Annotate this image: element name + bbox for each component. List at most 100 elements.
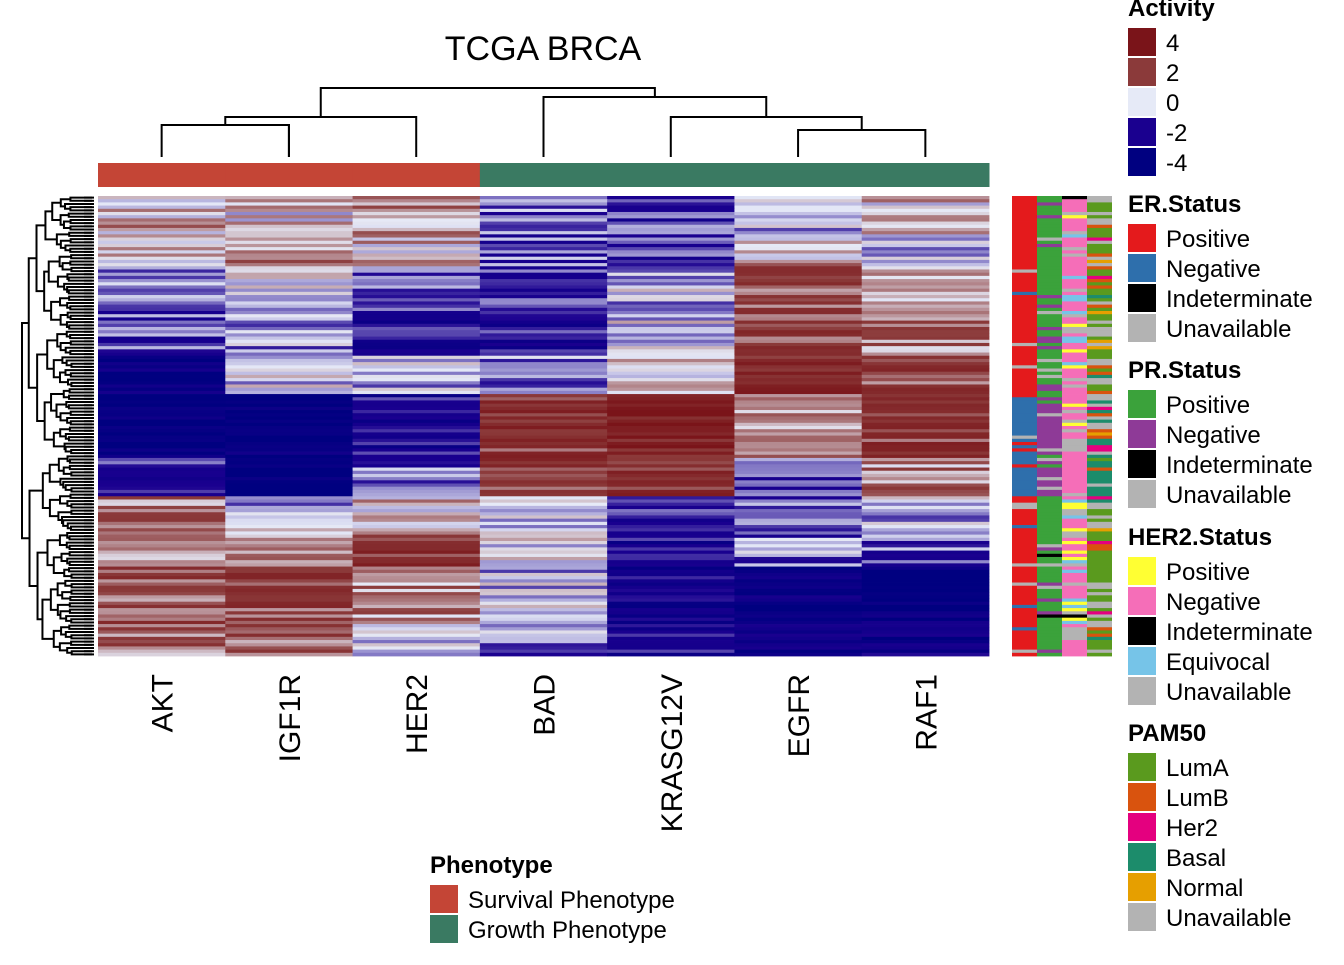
heatmap-cell (734, 295, 863, 299)
row-annotation-cell (1062, 234, 1087, 238)
heatmap-cell (734, 196, 863, 200)
heatmap-cell (352, 218, 481, 222)
heatmap-cell (225, 627, 353, 631)
heatmap-cell (861, 441, 990, 446)
heatmap-cell (98, 259, 226, 264)
heatmap-cell (861, 285, 990, 290)
heatmap-cell (98, 275, 226, 280)
heatmap-cell (98, 326, 226, 331)
heatmap-cell (98, 208, 226, 213)
row-annotation-cell (1087, 614, 1112, 619)
row-annotation-cell (1062, 649, 1087, 654)
row-annotation-cell (1062, 314, 1087, 318)
heatmap-cell (861, 435, 990, 440)
heatmap-body (98, 196, 990, 657)
heatmap-cell (861, 346, 990, 350)
heatmap-cell (98, 199, 226, 203)
heatmap-cell (861, 518, 990, 523)
heatmap-cell (861, 378, 990, 382)
row-annotation-cell (1037, 534, 1062, 539)
heatmap-cell (352, 199, 481, 203)
row-annotation-cell (1087, 435, 1112, 440)
row-annotation-cell (1037, 604, 1062, 609)
dendrogram-link (66, 311, 92, 319)
heatmap-cell (734, 317, 863, 321)
row-annotation-cell (1087, 451, 1112, 456)
row-annotation-cell (1087, 473, 1112, 478)
heatmap-cell (479, 243, 608, 248)
row-annotation-cell (1062, 563, 1087, 567)
row-annotation-cell (1012, 525, 1037, 529)
heatmap-cell (734, 368, 863, 373)
heatmap-cell (225, 569, 353, 574)
row-annotation-cell (1087, 509, 1112, 513)
heatmap-cell (225, 595, 353, 599)
heatmap-cell (734, 579, 863, 583)
heatmap-cell (479, 368, 608, 373)
heatmap-cell (607, 208, 735, 213)
heatmap-cell (352, 419, 481, 424)
heatmap-cell (98, 611, 226, 615)
heatmap-cell (479, 301, 608, 306)
row-annotation-cell (1062, 544, 1087, 548)
heatmap-cell (352, 295, 481, 299)
heatmap-cell (479, 652, 608, 657)
row-annotation-cell (1062, 611, 1087, 615)
heatmap-cell (225, 643, 353, 647)
heatmap-cell (352, 451, 481, 456)
row-annotation-cell (1012, 199, 1037, 203)
heatmap-cell (479, 339, 608, 344)
heatmap-cell (734, 339, 863, 344)
heatmap-cell (98, 394, 226, 398)
dendrogram-link (69, 525, 92, 531)
row-annotation-cell (1087, 569, 1112, 574)
heatmap-cell (861, 547, 990, 551)
heatmap-cell (861, 339, 990, 344)
heatmap-cell (734, 531, 863, 536)
heatmap-cell (861, 282, 990, 286)
heatmap-cell (479, 237, 608, 242)
heatmap-cell (861, 227, 990, 232)
activity-legend-label: 0 (1166, 90, 1179, 117)
row-annotation-cell (1087, 422, 1112, 427)
row-annotation-cell (1012, 368, 1037, 373)
dendrogram-link (61, 591, 72, 600)
heatmap-cell (98, 362, 226, 366)
heatmap-cell (734, 358, 863, 363)
row-annotation-cell (1012, 429, 1037, 433)
er-status-legend-swatch (1128, 224, 1156, 252)
heatmap-cell (352, 330, 481, 334)
heatmap-cell (861, 205, 990, 210)
heatmap-cell (861, 620, 990, 625)
heatmap-cell (607, 521, 735, 526)
heatmap-cell (98, 608, 226, 612)
heatmap-cell (225, 266, 353, 270)
row-annotation-cell (1087, 585, 1112, 590)
heatmap-cell (479, 649, 608, 654)
heatmap-cell (734, 572, 863, 577)
row-annotation-cell (1087, 563, 1112, 567)
heatmap-cell (861, 525, 990, 529)
heatmap-cell (225, 333, 353, 337)
row-annotation-cell (1087, 243, 1112, 248)
row-annotation-cell (1062, 368, 1087, 373)
heatmap-cell (479, 617, 608, 622)
heatmap-cell (352, 224, 481, 229)
row-annotation-cell (1062, 374, 1087, 379)
row-annotation-cell (1037, 426, 1062, 430)
row-annotation-cell (1062, 253, 1087, 258)
heatmap-cell (607, 493, 735, 497)
row-annotation-cell (1037, 579, 1062, 583)
heatmap-cell (225, 342, 353, 347)
heatmap-cell (98, 512, 226, 516)
heatmap-cell (861, 237, 990, 242)
heatmap-cell (225, 537, 353, 542)
row-annotation-cell (1062, 272, 1087, 277)
heatmap-cell (479, 387, 608, 392)
heatmap-cell (861, 199, 990, 203)
heatmap-cell (607, 534, 735, 539)
heatmap-cell (734, 630, 863, 635)
row-annotation-cell (1037, 480, 1062, 484)
heatmap-cell (98, 509, 226, 513)
row-annotation-cell (1037, 445, 1062, 449)
